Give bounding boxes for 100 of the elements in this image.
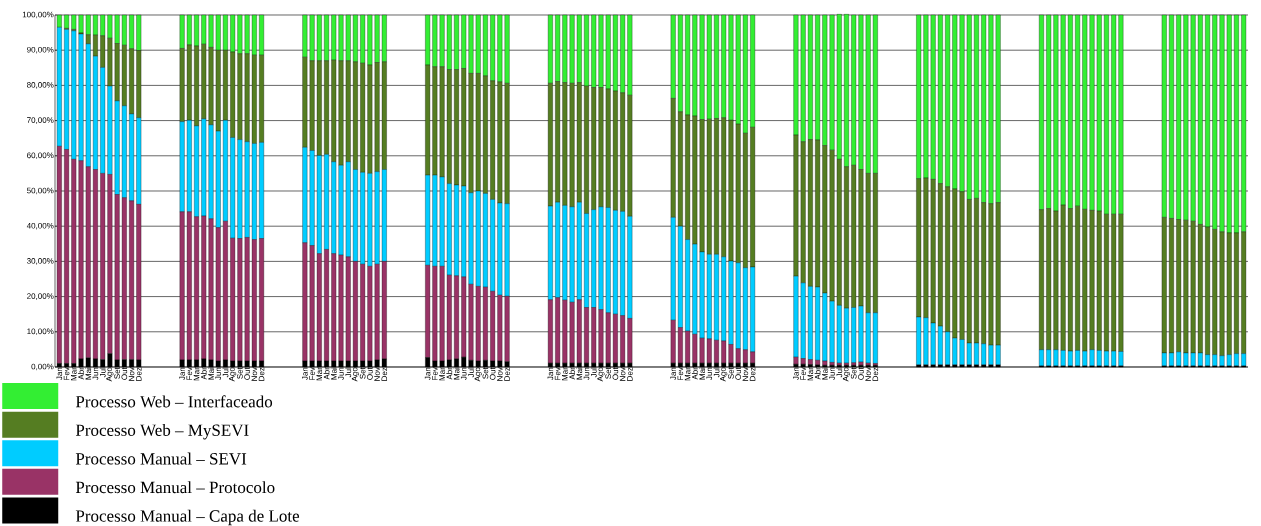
x-tick-label: Jun	[92, 367, 99, 380]
x-tick-label: Nov	[742, 367, 749, 381]
x-tick-label: Fev	[432, 367, 438, 380]
x-tick-label: Set	[237, 367, 243, 379]
x-tick-label: Nov	[497, 367, 503, 381]
x-tick-label: Nov	[251, 367, 258, 381]
x-tick-label: Fev	[63, 367, 70, 380]
x-tick-label: Mar	[193, 367, 200, 381]
x-tick-label: Jun	[829, 367, 835, 380]
x-tick-label: Ago	[351, 367, 360, 382]
x-tick-label: Abr	[446, 367, 453, 380]
x-tick-label: Jul	[345, 367, 352, 378]
x-tick-label: Mar	[807, 367, 814, 381]
x-tick-label: Dez	[627, 367, 633, 381]
x-tick-label: Ago	[229, 367, 237, 382]
y-tick-label: 100,00%	[22, 11, 54, 19]
x-tick-label: Set	[850, 367, 857, 379]
x-tick-label: Jul	[468, 367, 474, 378]
y-tick-label: 40,00%	[26, 222, 54, 230]
x-tick-label: Mai	[208, 367, 214, 380]
legend-label: Processo Manual – Capa de Lote	[75, 509, 300, 526]
x-tick-label: Jun	[338, 367, 344, 380]
x-tick-label: Jan	[547, 367, 554, 380]
x-tick-label: Nov	[619, 367, 626, 381]
legend-label: Processo Manual – Protocolo	[75, 481, 275, 494]
x-tick-label: Mai	[453, 367, 460, 380]
x-tick-label: Abr	[569, 367, 576, 380]
x-tick-label: Jul	[590, 367, 597, 378]
x-tick-label: Mai	[330, 367, 337, 380]
x-tick-label: Jan	[56, 367, 63, 380]
x-tick-label: Dez	[872, 367, 879, 381]
y-tick-label: 0,00%	[31, 363, 54, 371]
x-tick-label: Jan	[670, 367, 676, 380]
x-tick-label: Jul	[836, 367, 843, 378]
y-tick-label: 80,00%	[27, 82, 54, 89]
x-tick-label: Jan	[793, 367, 799, 380]
x-tick-label: Ago	[720, 367, 728, 382]
x-tick-label: Set	[114, 367, 120, 379]
y-tick-label: 90,00%	[27, 46, 54, 54]
x-tick-label: Nov	[128, 367, 135, 381]
x-tick-label: Mai	[699, 367, 705, 380]
x-tick-label: Abr	[814, 367, 821, 380]
y-tick-label: 30,00%	[26, 258, 54, 265]
x-tick-label: Dez	[381, 367, 388, 381]
x-tick-label: Ago	[474, 367, 482, 382]
x-tick-label: Out	[612, 367, 619, 380]
y-tick-label: 10,00%	[27, 328, 54, 336]
x-tick-label: Set	[728, 367, 734, 379]
x-tick-label: Out	[489, 367, 496, 380]
x-tick-label: Ago	[842, 367, 851, 382]
x-tick-label: Set	[359, 367, 366, 379]
x-tick-label: Nov	[865, 367, 871, 381]
x-tick-label: Jun	[460, 367, 467, 380]
x-tick-label: Abr	[200, 367, 207, 380]
x-tick-label: Jan	[302, 367, 308, 380]
x-tick-label: Fev	[800, 367, 806, 380]
x-tick-label: Nov	[374, 367, 380, 381]
x-tick-label: Jan	[424, 367, 431, 380]
x-tick-label: Out	[244, 367, 250, 380]
x-tick-label: Jul	[222, 367, 229, 378]
x-tick-label: Ago	[597, 367, 605, 382]
x-tick-label: Mar	[439, 367, 445, 381]
x-tick-label: Out	[735, 367, 741, 380]
x-tick-label: Mar	[316, 367, 323, 381]
x-tick-label: Fev	[309, 367, 315, 380]
x-tick-label: Abr	[323, 367, 330, 380]
x-tick-label: Fev	[554, 367, 561, 380]
x-tick-label: Jul	[713, 367, 720, 378]
x-tick-label: Jul	[99, 367, 106, 378]
x-tick-label: Jan	[179, 367, 185, 380]
legend-label: Processo Web – MySEVI	[75, 423, 249, 440]
x-tick-label: Abr	[78, 367, 84, 380]
x-tick-label: Out	[367, 367, 373, 380]
x-tick-label: Set	[605, 367, 612, 379]
x-tick-label: Jun	[583, 367, 590, 380]
y-tick-label: 70,00%	[27, 117, 54, 124]
x-tick-label: Dez	[258, 367, 265, 381]
x-tick-label: Abr	[691, 367, 698, 380]
y-tick-label: 50,00%	[26, 187, 54, 195]
x-tick-label: Mar	[70, 367, 77, 381]
x-tick-label: Dez	[504, 367, 510, 381]
x-tick-label: Fev	[677, 367, 684, 380]
legend-label: Processo Web – Interfaceado	[75, 395, 273, 408]
x-tick-label: Set	[482, 367, 489, 379]
x-tick-label: Mar	[684, 367, 691, 381]
x-tick-label: Ago	[106, 367, 114, 382]
x-tick-label: Dez	[749, 367, 756, 381]
x-tick-label: Out	[121, 367, 128, 380]
legend-label: Processo Manual – SEVI	[75, 452, 247, 465]
x-tick-label: Dez	[135, 367, 142, 381]
x-tick-label: Mai	[85, 367, 92, 380]
x-tick-label: Mai	[576, 367, 583, 380]
x-tick-label: Mai	[821, 367, 828, 380]
y-tick-label: 60,00%	[27, 152, 54, 160]
x-tick-label: Fev	[186, 367, 193, 380]
x-tick-label: Mar	[562, 367, 568, 381]
x-tick-label: Out	[858, 367, 864, 380]
x-tick-label: Jun	[706, 367, 713, 380]
y-tick-label: 20,00%	[27, 293, 54, 300]
x-tick-label: Jun	[215, 367, 222, 380]
